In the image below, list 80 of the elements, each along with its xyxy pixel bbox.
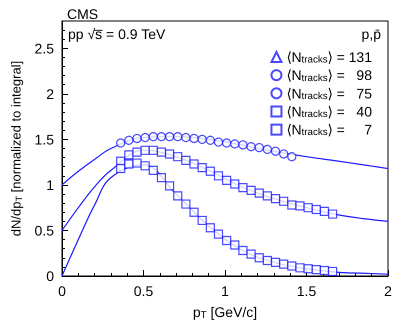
point xyxy=(156,173,166,182)
point xyxy=(246,250,256,259)
point xyxy=(189,208,199,217)
y-tick-label: 2.5 xyxy=(34,40,54,56)
point xyxy=(206,223,215,232)
point xyxy=(206,136,215,145)
point xyxy=(164,132,174,142)
point xyxy=(279,260,288,269)
point xyxy=(189,134,199,144)
point xyxy=(181,156,190,165)
point xyxy=(189,159,199,169)
point xyxy=(124,136,134,145)
y-tick-label: 1 xyxy=(46,176,54,193)
annotation: p,p̄ xyxy=(362,26,382,42)
point xyxy=(164,181,174,190)
point xyxy=(262,144,272,154)
point xyxy=(116,138,126,148)
point xyxy=(320,206,330,216)
x-tick-label: 2 xyxy=(384,283,392,299)
point xyxy=(254,142,264,152)
point xyxy=(198,216,207,226)
point xyxy=(295,263,305,272)
point xyxy=(312,204,321,214)
point xyxy=(287,152,296,162)
point xyxy=(132,134,142,144)
x-tick-label: 0.5 xyxy=(134,283,154,299)
point xyxy=(116,164,126,174)
point xyxy=(270,258,280,267)
point xyxy=(238,183,248,192)
x-tick-label: 0 xyxy=(58,283,66,299)
point xyxy=(230,139,240,149)
x-tick-label: 1.5 xyxy=(296,283,316,299)
point xyxy=(198,163,207,172)
y-tick-label: 0 xyxy=(46,268,54,284)
point xyxy=(222,138,232,148)
point xyxy=(173,191,182,200)
y-tick-label: 1.5 xyxy=(34,131,54,148)
point xyxy=(214,138,224,147)
point xyxy=(238,246,248,256)
y-tick-label: 2 xyxy=(46,86,54,102)
point xyxy=(287,200,296,210)
point xyxy=(140,146,150,155)
point xyxy=(270,146,280,156)
point xyxy=(214,171,224,180)
y-axis-title: dN/dpT [normalized to integral] xyxy=(8,60,24,236)
point xyxy=(148,146,158,155)
point xyxy=(148,132,158,142)
point xyxy=(328,266,338,276)
point xyxy=(124,159,134,169)
point xyxy=(173,132,182,142)
point xyxy=(238,140,248,150)
point xyxy=(222,236,232,246)
point xyxy=(230,240,240,250)
point xyxy=(230,179,240,189)
y-tick-label: 0.5 xyxy=(34,222,54,238)
point xyxy=(173,152,182,162)
point xyxy=(279,149,288,159)
point xyxy=(222,176,232,185)
point xyxy=(312,265,321,274)
point xyxy=(287,261,296,271)
point xyxy=(156,132,166,142)
point xyxy=(124,150,134,160)
point xyxy=(254,253,264,262)
point xyxy=(148,166,158,175)
point xyxy=(140,132,150,142)
point xyxy=(206,166,215,176)
point xyxy=(254,188,264,198)
point xyxy=(328,209,338,219)
annotation: pp √s̅ = 0.9 TeV xyxy=(68,26,166,42)
point xyxy=(246,142,256,152)
x-tick-label: 1 xyxy=(221,283,230,299)
point xyxy=(304,264,313,274)
point xyxy=(198,134,207,144)
point xyxy=(181,132,190,142)
point xyxy=(279,196,288,206)
point xyxy=(214,230,224,239)
chart-title: CMS xyxy=(67,6,98,22)
point xyxy=(140,161,150,170)
point xyxy=(181,199,190,209)
point xyxy=(304,203,313,212)
